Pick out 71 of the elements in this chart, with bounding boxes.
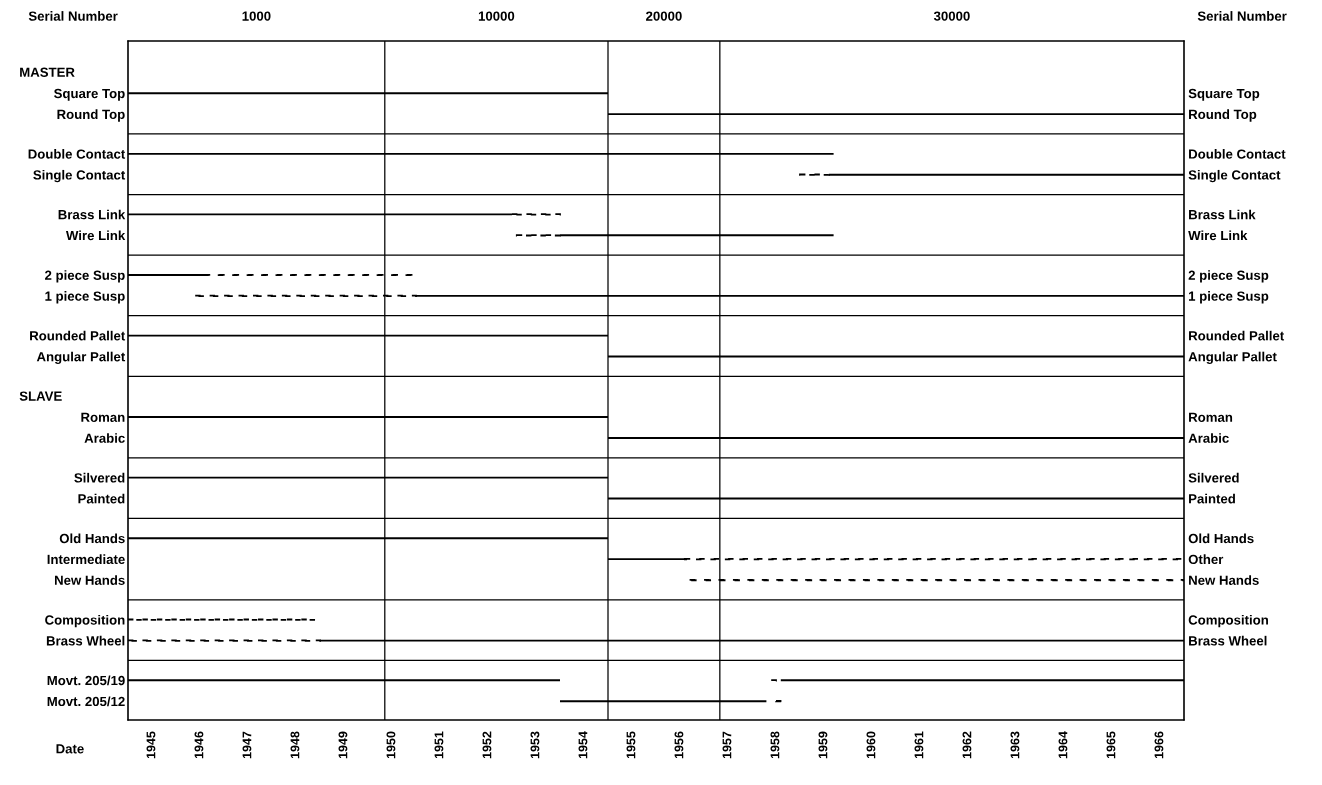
- y2-tick-label: New Hands: [1189, 575, 1259, 585]
- x-tick-label: 1964: [1058, 731, 1068, 759]
- y2-tick-label: Old Hands: [1188, 533, 1254, 544]
- y-tick-label: Movt. 205/12: [47, 696, 125, 707]
- x-tick-label: 1950: [386, 731, 396, 759]
- y2-tick-label: Wire Link: [1188, 230, 1248, 241]
- y2-tick-label: Rounded Pallet: [1189, 330, 1285, 341]
- x-axis-title: Date: [56, 744, 84, 754]
- y2-tick-label: Silvered: [1188, 472, 1239, 483]
- x-tick-label: 1949: [338, 731, 348, 759]
- y-tick-label: Silvered: [74, 472, 125, 483]
- y2-tick-label: Other: [1188, 554, 1224, 565]
- y-tick-label: Rounded Pallet: [30, 330, 126, 341]
- x-tick-label: 1958: [770, 731, 780, 759]
- y2-tick-label: Brass Link: [1189, 209, 1256, 220]
- x-tick-label: 1948: [290, 731, 300, 759]
- y2-tick-label: Square Top: [1188, 88, 1260, 101]
- text: SLAVE: [19, 391, 62, 401]
- x-tick-label: 1962: [962, 731, 972, 759]
- x-tick-label: 1952: [482, 731, 492, 759]
- text: MASTER: [20, 67, 75, 77]
- y2-tick-label: Brass Wheel: [1189, 635, 1267, 646]
- x-tick-label: 1966: [1154, 731, 1164, 759]
- text: 20000: [646, 11, 682, 21]
- y2-tick-label: 1 piece Susp: [1189, 291, 1269, 304]
- y2-tick-label: Angular Pallet: [1188, 351, 1277, 365]
- y-tick-label: Wire Link: [65, 230, 126, 241]
- x2-axis-title: Serial Number: [28, 11, 118, 21]
- y-tick-label: Arabic: [84, 433, 125, 443]
- y-tick-label: Round Top: [57, 109, 125, 122]
- x-tick-label: 1946: [194, 731, 204, 759]
- y-tick-label: 1 piece Susp: [45, 291, 125, 304]
- y-tick-label: Square Top: [54, 88, 125, 101]
- y2-tick-label: Round Top: [1189, 109, 1257, 122]
- y-tick-label: Double Contact: [28, 149, 126, 159]
- y-tick-label: Painted: [78, 493, 125, 504]
- x-tick-label: 1947: [242, 731, 252, 759]
- y-tick-label: Single Contact: [33, 169, 126, 183]
- y-tick-label: 2 piece Susp: [45, 270, 125, 283]
- text: 30000: [933, 11, 970, 21]
- x-tick-label: 1959: [818, 731, 828, 759]
- x-tick-label: 1954: [578, 731, 588, 759]
- x-tick-label: 1953: [530, 731, 540, 759]
- y2-tick-label: Arabic: [1188, 433, 1229, 443]
- y2-tick-label: Double Contact: [1189, 149, 1286, 159]
- x-tick-label: 1945: [146, 731, 156, 759]
- y-tick-label: Old Hands: [59, 533, 125, 544]
- y2-tick-label: Roman: [1189, 412, 1233, 422]
- x-tick-label: 1965: [1106, 731, 1116, 759]
- y2-tick-label: 2 piece Susp: [1188, 270, 1269, 283]
- text: 10000: [478, 11, 515, 21]
- y2-tick-label: Painted: [1189, 493, 1235, 504]
- y-tick-label: Movt. 205/19: [47, 675, 125, 686]
- x-tick-label: 1955: [626, 731, 636, 759]
- x-tick-label: 1963: [1010, 731, 1020, 759]
- y-tick-label: Brass Wheel: [46, 635, 125, 646]
- x-tick-label: 1957: [722, 731, 732, 759]
- y2-tick-label: Composition: [1188, 614, 1268, 628]
- x-tick-label: 1951: [434, 731, 444, 759]
- x-tick-label: 1956: [674, 731, 684, 759]
- text: 1000: [242, 11, 271, 21]
- y-tick-label: New Hands: [54, 575, 125, 585]
- text: Serial Number: [1197, 11, 1287, 21]
- y2-tick-label: Single Contact: [1188, 169, 1281, 183]
- y-tick-label: Roman: [81, 412, 125, 422]
- y-tick-label: Angular Pallet: [36, 351, 126, 365]
- y-tick-label: Composition: [45, 614, 125, 628]
- y-tick-label: Brass Link: [58, 209, 126, 220]
- y-tick-label: Intermediate: [47, 554, 125, 565]
- x-tick-label: 1960: [866, 731, 876, 759]
- x-tick-label: 1961: [914, 731, 924, 759]
